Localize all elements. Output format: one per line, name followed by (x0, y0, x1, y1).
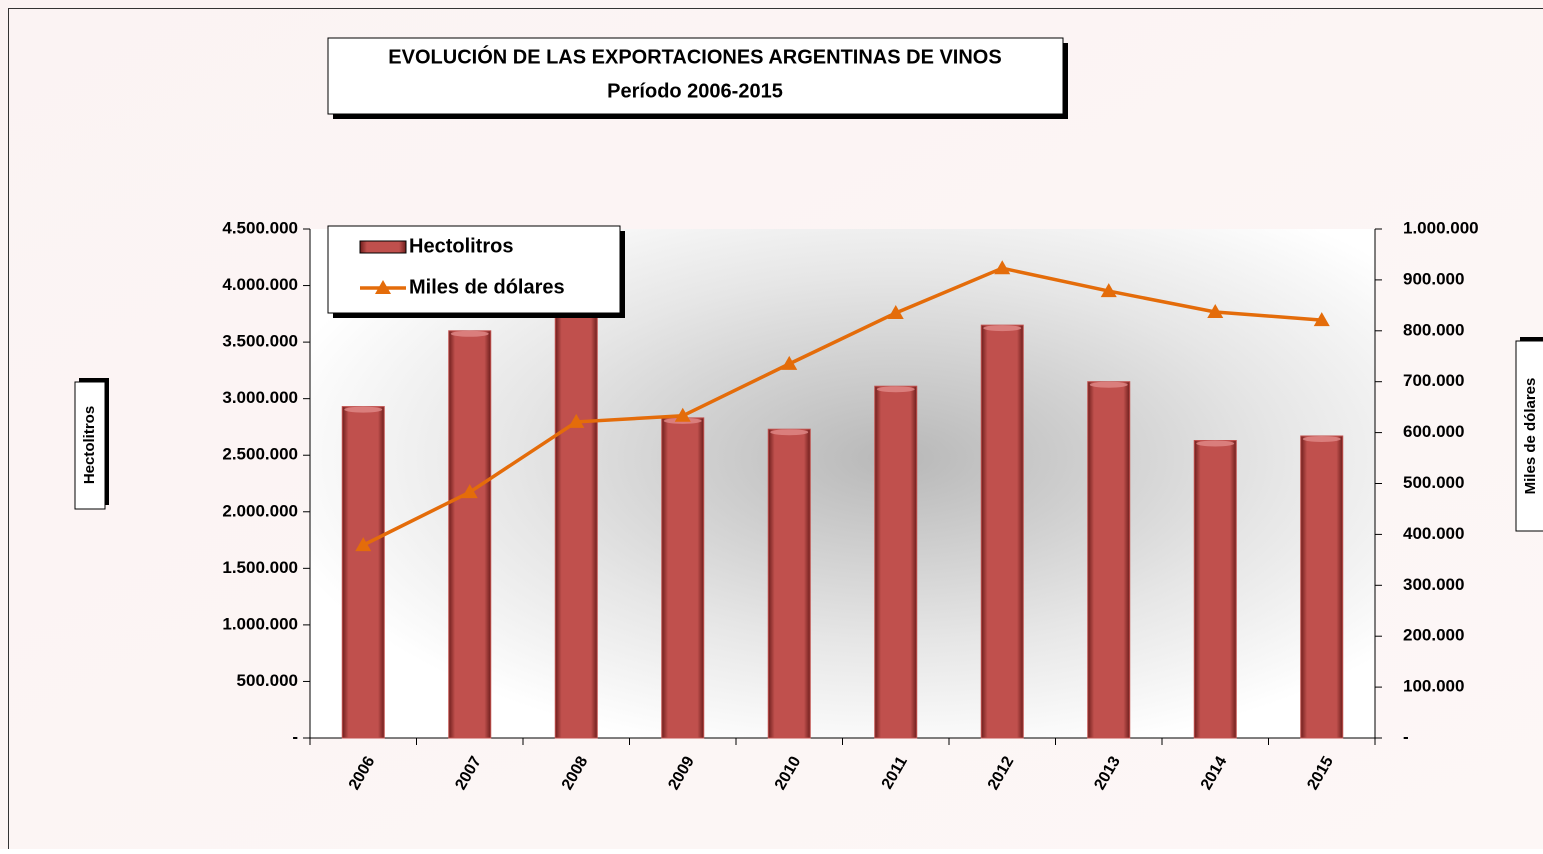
y-tick-label: - (292, 727, 298, 746)
y2-tick-label: - (1403, 727, 1409, 746)
y2-tick-label: 100.000 (1403, 677, 1464, 696)
y2-tick-label: 200.000 (1403, 626, 1464, 645)
bar (662, 418, 704, 738)
y-tick-label: 2.500.000 (222, 445, 298, 464)
bar-cap (1303, 436, 1341, 442)
y-tick-label: 1.000.000 (222, 614, 298, 633)
bar (768, 429, 810, 738)
y-tick-label: 500.000 (237, 671, 298, 690)
y2-tick-label: 500.000 (1403, 473, 1464, 492)
bar-cap (770, 429, 808, 435)
chart-title: EVOLUCIÓN DE LAS EXPORTACIONES ARGENTINA… (388, 44, 1001, 68)
bar (342, 407, 384, 738)
bar (1194, 441, 1236, 738)
legend-swatch (360, 241, 406, 253)
bar-cap (1090, 382, 1128, 388)
bar-cap (877, 386, 915, 392)
bar-cap (1196, 441, 1234, 447)
bar-cap (344, 407, 382, 413)
bar (1088, 382, 1130, 738)
bar (555, 291, 597, 738)
y2-tick-label: 1.000.000 (1403, 218, 1479, 237)
bar-cap (451, 331, 489, 337)
bar (1301, 436, 1343, 738)
y-tick-label: 3.500.000 (222, 332, 298, 351)
y-axis-title: Hectolitros (81, 406, 98, 484)
y2-tick-label: 400.000 (1403, 524, 1464, 543)
y2-tick-label: 800.000 (1403, 320, 1464, 339)
y-tick-label: 4.500.000 (222, 218, 298, 237)
y2-tick-label: 600.000 (1403, 422, 1464, 441)
bar (981, 325, 1023, 738)
y-tick-label: 2.000.000 (222, 501, 298, 520)
y2-axis-title: Miles de dólares (1522, 378, 1539, 495)
y-tick-label: 4.000.000 (222, 275, 298, 294)
bar (449, 331, 491, 738)
bar (875, 386, 917, 738)
bar-cap (983, 325, 1021, 331)
y-tick-label: 3.000.000 (222, 388, 298, 407)
y2-tick-label: 300.000 (1403, 575, 1464, 594)
y2-tick-label: 900.000 (1403, 269, 1464, 288)
chart-subtitle: Período 2006-2015 (607, 80, 783, 102)
legend-label: Hectolitros (409, 235, 513, 257)
legend-label: Miles de dólares (409, 276, 565, 298)
y-tick-label: 1.500.000 (222, 558, 298, 577)
y2-tick-label: 700.000 (1403, 371, 1464, 390)
